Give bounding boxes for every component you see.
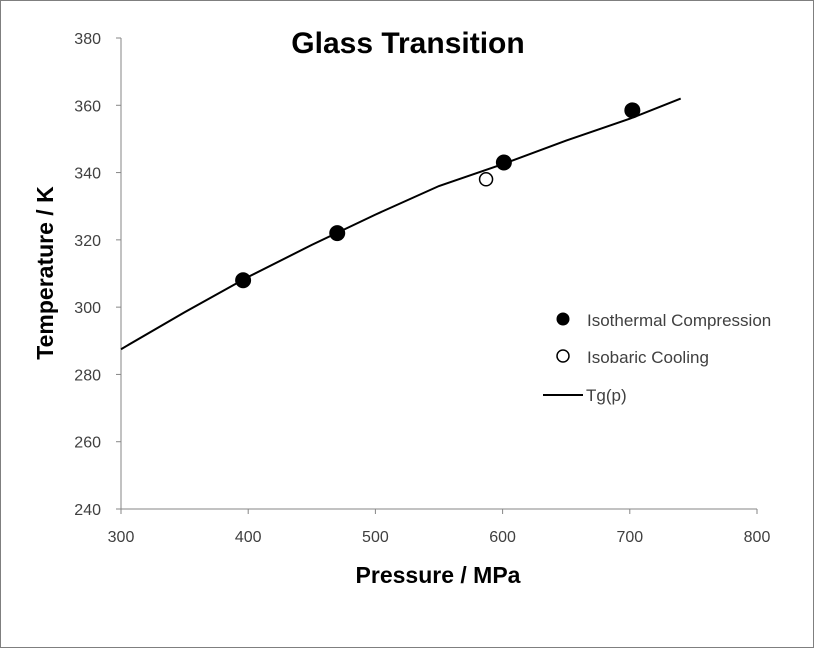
isothermal-compression-point (329, 225, 346, 242)
y-tick-label: 260 (74, 435, 101, 452)
legend-filled-circle-marker (556, 312, 570, 326)
axes: 240 260 280 300 320 340 360 380 300 400 500 600 700 8… (74, 31, 770, 546)
isothermal-compression-point (624, 102, 641, 119)
y-axis-title: Temperature / K (32, 186, 58, 360)
legend: Isothermal Compression Isobaric Cooling Tg… (543, 311, 771, 405)
chart-title: Glass Transition (291, 27, 524, 60)
legend-open-circle-marker (556, 349, 570, 363)
x-tick-label: 800 (744, 529, 771, 546)
x-tick-label: 500 (362, 529, 389, 546)
x-tick-label: 300 (108, 529, 135, 546)
isobaric-cooling-point (478, 172, 494, 187)
x-tick-label: 400 (235, 529, 262, 546)
legend-label: Tg(p) (586, 386, 627, 405)
y-tick-label: 340 (74, 166, 101, 183)
x-axis-title: Pressure / MPa (356, 562, 521, 588)
isothermal-compression-point (235, 272, 252, 289)
isothermal-compression-point (495, 154, 512, 171)
x-tick-label: 600 (489, 529, 516, 546)
y-tick-label: 240 (74, 502, 101, 519)
y-tick-label: 320 (74, 233, 101, 250)
legend-label: Isothermal Compression (587, 311, 771, 330)
x-tick-label: 700 (616, 529, 643, 546)
tg-curve-line (120, 97, 682, 351)
y-tick-label: 360 (74, 98, 101, 115)
y-tick-label: 280 (74, 367, 101, 384)
y-tick-label: 300 (74, 300, 101, 317)
y-tick-label: 380 (74, 31, 101, 48)
legend-label: Isobaric Cooling (587, 348, 709, 367)
plot-area (120, 97, 682, 351)
